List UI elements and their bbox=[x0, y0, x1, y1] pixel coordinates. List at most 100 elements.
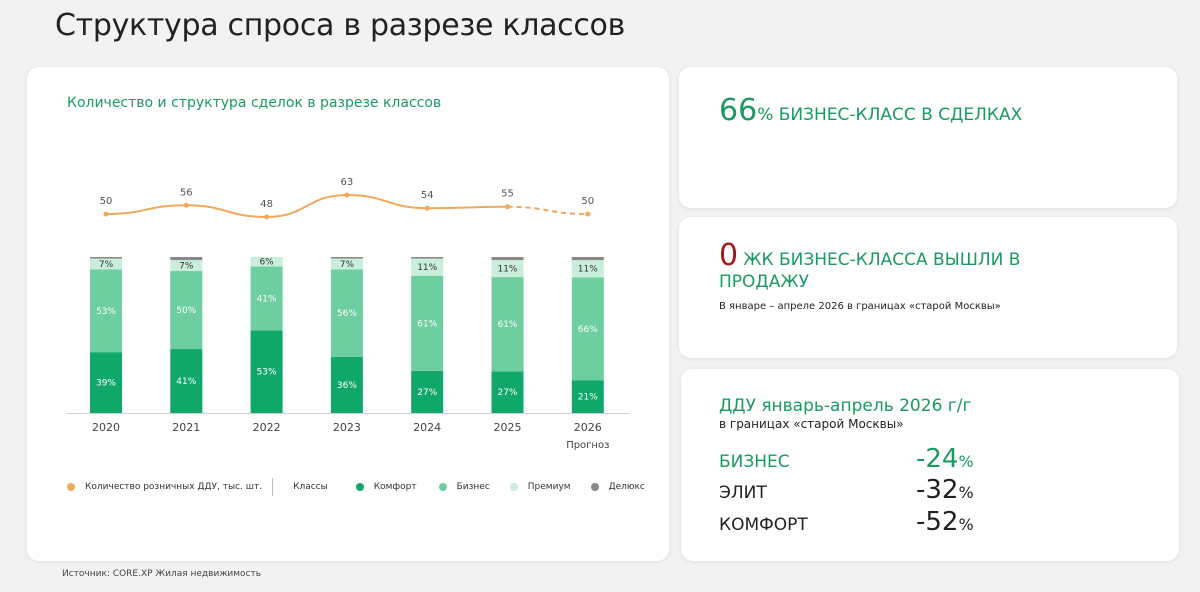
x-tick-label: 2022 bbox=[253, 421, 281, 434]
legend-line-marker bbox=[67, 483, 75, 491]
line-data-label: 55 bbox=[501, 189, 514, 200]
ddu-change-card: ДДУ январь-апрель 2026 г/г в границах «с… bbox=[681, 369, 1179, 561]
bar-data-label: 27% bbox=[417, 388, 437, 398]
bar-segment bbox=[250, 266, 283, 331]
ddu-row-name: ЭЛИТ bbox=[719, 483, 767, 503]
ddu-row-business: БИЗНЕС -24% bbox=[719, 444, 979, 474]
legend-premium-label: Премиум bbox=[527, 482, 571, 492]
new-projects-number: 0 bbox=[719, 238, 739, 273]
chart-title: Количество и структура сделок в разрезе … bbox=[67, 95, 442, 111]
ddu-row-number: -24 bbox=[916, 444, 959, 474]
bar-segment bbox=[411, 275, 444, 371]
ddu-change-subtitle: в границах «старой Москвы» bbox=[719, 417, 904, 431]
legend-komfort-marker bbox=[355, 483, 364, 491]
legend-komfort-label: Комфорт bbox=[373, 482, 417, 492]
line-point bbox=[264, 214, 270, 220]
bar-segment bbox=[90, 258, 122, 270]
legend-biznes-marker bbox=[438, 483, 447, 491]
bar-data-label: 61% bbox=[497, 320, 517, 330]
bar-segment bbox=[330, 257, 363, 259]
ddu-row-unit: % bbox=[958, 452, 974, 471]
bar-segment bbox=[170, 349, 203, 413]
line-data-label: 50 bbox=[581, 196, 594, 207]
bar-segment bbox=[411, 257, 444, 259]
line-series-solid bbox=[105, 193, 508, 219]
bar-data-label: 11% bbox=[417, 263, 437, 273]
legend-item-biznes: Бизнес bbox=[438, 482, 490, 492]
ddu-change-title: ДДУ январь-апрель 2026 г/г bbox=[719, 396, 972, 416]
bar-segment bbox=[571, 260, 604, 278]
x-tick-label: 2020 bbox=[92, 421, 120, 434]
line-data-label: 54 bbox=[421, 190, 434, 201]
bar-segment bbox=[571, 257, 604, 261]
line-point bbox=[103, 211, 109, 217]
bar-segment bbox=[491, 277, 524, 372]
line-data-label: 50 bbox=[100, 196, 113, 207]
legend-deluxe-label: Делюкс bbox=[608, 482, 645, 492]
ddu-row-comfort: КОМФОРТ -52% bbox=[719, 507, 979, 537]
bar-segment bbox=[170, 260, 203, 272]
business-share-headline: 66% БИЗНЕС-КЛАСС В СДЕЛКАХ bbox=[719, 93, 1022, 128]
bar-segment bbox=[330, 258, 363, 270]
legend-item-deluxe: Делюкс bbox=[590, 482, 645, 492]
bar-data-label: 41% bbox=[176, 377, 196, 387]
new-projects-headline: 0 ЖК БИЗНЕС-КЛАССА ВЫШЛИ В ПРОДАЖУ bbox=[719, 241, 1099, 293]
x-tick-label: 2024 bbox=[413, 421, 441, 434]
bar-segment bbox=[330, 269, 363, 357]
ddu-row-name: КОМФОРТ bbox=[719, 515, 808, 535]
x-tick-label: 2021 bbox=[172, 421, 200, 434]
ddu-row-unit: % bbox=[958, 515, 974, 534]
bar-segment bbox=[90, 257, 122, 259]
bar-segment bbox=[411, 258, 444, 276]
bar-data-label: 11% bbox=[578, 265, 598, 275]
legend-item-premium: Премиум bbox=[509, 482, 571, 492]
bar-data-label: 53% bbox=[96, 307, 116, 317]
ddu-row-value: -24% bbox=[916, 444, 974, 474]
bar-data-label: 7% bbox=[179, 262, 194, 272]
bar-data-label: 11% bbox=[497, 265, 517, 275]
bar-data-label: 66% bbox=[578, 325, 598, 335]
ddu-row-unit: % bbox=[958, 483, 974, 502]
line-point bbox=[585, 211, 591, 217]
x-tick-label: 2026 bbox=[574, 421, 602, 434]
bar-segment bbox=[170, 257, 203, 261]
bar-segment bbox=[250, 330, 283, 413]
bar-segment bbox=[571, 380, 604, 413]
chart-card: Количество и структура сделок в разрезе … bbox=[27, 67, 669, 561]
bar-data-label: 50% bbox=[176, 306, 196, 316]
bar-segment bbox=[411, 370, 444, 413]
bar-data-label: 36% bbox=[337, 381, 357, 391]
legend-premium-marker bbox=[509, 483, 518, 491]
ddu-row-name: БИЗНЕС bbox=[719, 452, 790, 472]
bar-data-label: 53% bbox=[257, 368, 277, 378]
new-projects-card: 0 ЖК БИЗНЕС-КЛАССА ВЫШЛИ В ПРОДАЖУ В янв… bbox=[679, 217, 1177, 358]
bar-data-label: 27% bbox=[497, 388, 517, 398]
bar-data-label: 56% bbox=[337, 309, 357, 319]
ddu-row-value: -32% bbox=[916, 475, 974, 505]
bar-data-label: 39% bbox=[96, 379, 116, 389]
line-point bbox=[344, 192, 350, 198]
chart-legend: Количество розничных ДДУ, тыс. шт. Класс… bbox=[67, 478, 645, 496]
forecast-note: Прогноз bbox=[566, 440, 609, 451]
ddu-row-number: -52 bbox=[916, 507, 959, 537]
legend-deluxe-marker bbox=[590, 483, 599, 491]
line-series-forecast bbox=[507, 205, 588, 216]
ddu-row-number: -32 bbox=[916, 475, 959, 505]
bar-data-label: 21% bbox=[578, 393, 598, 403]
line-point bbox=[183, 202, 189, 208]
deals-chart: 39% 53% 7% 2020 41% 50% 7% 2021 53% 41% 6% 2022 36% 5… bbox=[67, 177, 629, 451]
bar-segment bbox=[491, 257, 524, 261]
new-projects-text: ЖК БИЗНЕС-КЛАССА ВЫШЛИ В ПРОДАЖУ bbox=[719, 250, 1021, 292]
bar-segment bbox=[491, 371, 524, 413]
line-data-label: 56 bbox=[180, 187, 193, 198]
line-point bbox=[424, 205, 430, 211]
bar-data-label: 61% bbox=[417, 319, 437, 329]
line-data-label: 63 bbox=[341, 177, 354, 188]
business-share-number: 66 bbox=[719, 93, 758, 128]
bar-data-label: 7% bbox=[340, 260, 355, 270]
bar-segment bbox=[90, 269, 122, 353]
x-tick-label: 2025 bbox=[494, 421, 522, 434]
bar-segment bbox=[250, 257, 283, 267]
page-title: Структура спроса в разрезе классов bbox=[55, 8, 625, 43]
bar-segment bbox=[571, 277, 604, 381]
